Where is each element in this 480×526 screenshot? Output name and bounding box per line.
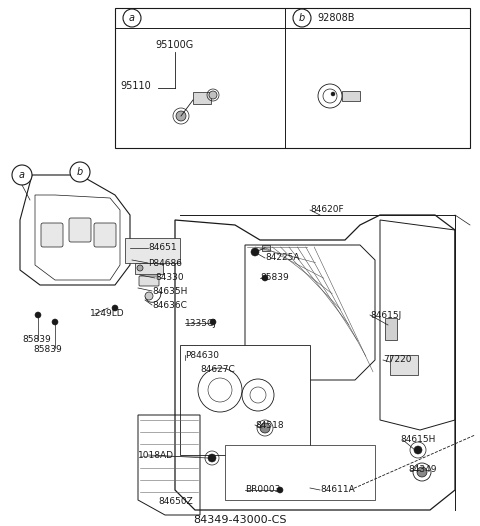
Bar [130, 248, 150, 260]
Circle shape [209, 91, 217, 99]
Circle shape [251, 248, 259, 256]
Text: BR0003: BR0003 [245, 485, 280, 494]
Text: b: b [77, 167, 83, 177]
Circle shape [12, 165, 32, 185]
Text: 77220: 77220 [383, 356, 411, 365]
Text: 84349: 84349 [408, 466, 436, 474]
Circle shape [293, 9, 311, 27]
Text: 84650Z: 84650Z [158, 498, 193, 507]
Bar [115, 8, 470, 148]
FancyBboxPatch shape [41, 223, 63, 247]
Text: 85839: 85839 [33, 346, 62, 355]
Circle shape [260, 423, 270, 433]
Circle shape [208, 454, 216, 462]
Circle shape [176, 111, 186, 121]
Bar [135, 263, 163, 274]
FancyBboxPatch shape [69, 218, 91, 242]
Text: a: a [129, 13, 135, 23]
Text: 1018AD: 1018AD [138, 450, 174, 460]
Text: 84651: 84651 [148, 244, 177, 252]
Text: 1249LD: 1249LD [90, 309, 125, 319]
Text: 92808B: 92808B [317, 13, 355, 23]
Text: 95110: 95110 [120, 81, 151, 91]
Bar [225, 445, 375, 500]
Circle shape [123, 9, 141, 27]
Circle shape [262, 275, 268, 281]
Bar [385, 318, 397, 340]
Circle shape [137, 265, 143, 271]
Text: 85839: 85839 [260, 274, 289, 282]
Text: 84627C: 84627C [200, 366, 235, 375]
Circle shape [35, 312, 41, 318]
Circle shape [145, 292, 153, 300]
Text: 84615J: 84615J [370, 310, 401, 319]
Bar [342, 91, 360, 101]
Circle shape [417, 467, 427, 477]
Text: 84349-43000-CS: 84349-43000-CS [193, 515, 287, 525]
Text: 84635H: 84635H [152, 287, 187, 296]
Bar [125, 238, 180, 263]
Circle shape [112, 305, 118, 311]
Text: P84686: P84686 [148, 258, 182, 268]
Text: 1335CJ: 1335CJ [185, 319, 217, 328]
Circle shape [210, 319, 216, 325]
Text: 84620F: 84620F [310, 206, 344, 215]
FancyBboxPatch shape [94, 223, 116, 247]
Text: 84518: 84518 [255, 420, 284, 430]
Bar [180, 345, 310, 455]
Text: 84611A: 84611A [320, 485, 355, 494]
Bar [262, 245, 270, 251]
Text: 84330: 84330 [155, 274, 184, 282]
Bar [193, 92, 211, 104]
Text: 84615H: 84615H [400, 436, 435, 444]
Circle shape [277, 487, 283, 493]
Text: P84630: P84630 [185, 350, 219, 359]
Circle shape [52, 319, 58, 325]
Bar [390, 355, 418, 375]
Text: 84636C: 84636C [152, 300, 187, 309]
FancyBboxPatch shape [139, 276, 159, 286]
Text: 85839: 85839 [22, 336, 51, 345]
Circle shape [331, 92, 335, 96]
Text: a: a [19, 170, 25, 180]
Text: b: b [299, 13, 305, 23]
Text: 84225A: 84225A [265, 254, 300, 262]
Circle shape [70, 162, 90, 182]
Circle shape [414, 446, 422, 454]
Text: 95100G: 95100G [156, 40, 194, 50]
